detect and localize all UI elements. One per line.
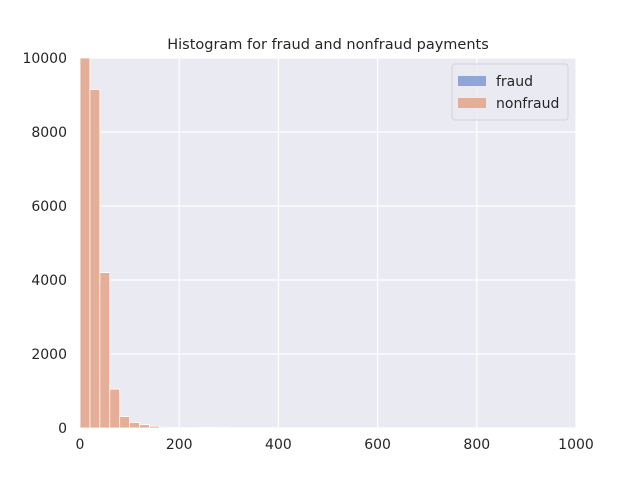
legend-swatch-nonfraud — [458, 98, 486, 108]
bar-nonfraud — [110, 389, 120, 428]
bar-nonfraud — [90, 89, 100, 428]
x-tick-label: 400 — [265, 437, 292, 453]
y-tick-label: 10000 — [22, 51, 67, 67]
legend-swatch-fraud — [458, 76, 486, 86]
bar-fraud — [209, 427, 219, 428]
bar-nonfraud — [120, 417, 130, 428]
legend: fraud nonfraud — [452, 64, 568, 120]
chart-title: Histogram for fraud and nonfraud payment… — [167, 37, 489, 53]
y-tick-label: 0 — [58, 421, 67, 437]
x-tick-label: 800 — [463, 437, 490, 453]
y-tick-label: 2000 — [31, 347, 67, 363]
x-tick-label: 1000 — [558, 437, 594, 453]
legend-label-nonfraud: nonfraud — [496, 96, 559, 112]
x-axis-ticks: 0 200 400 600 800 1000 — [76, 437, 594, 453]
bar-nonfraud — [140, 425, 150, 428]
y-tick-label: 8000 — [31, 125, 67, 141]
x-tick-label: 200 — [166, 437, 193, 453]
bar-nonfraud — [159, 427, 169, 428]
bar-nonfraud — [130, 422, 140, 428]
y-tick-label: 4000 — [31, 273, 67, 289]
bar-nonfraud — [80, 58, 90, 428]
bar-nonfraud — [100, 273, 110, 428]
y-tick-label: 6000 — [31, 199, 67, 215]
x-tick-label: 600 — [364, 437, 391, 453]
bar-fraud — [199, 427, 209, 428]
x-tick-label: 0 — [76, 437, 85, 453]
legend-label-fraud: fraud — [496, 74, 533, 90]
y-axis-ticks: 0 2000 4000 6000 8000 10000 — [22, 51, 67, 437]
bar-nonfraud — [149, 426, 159, 428]
